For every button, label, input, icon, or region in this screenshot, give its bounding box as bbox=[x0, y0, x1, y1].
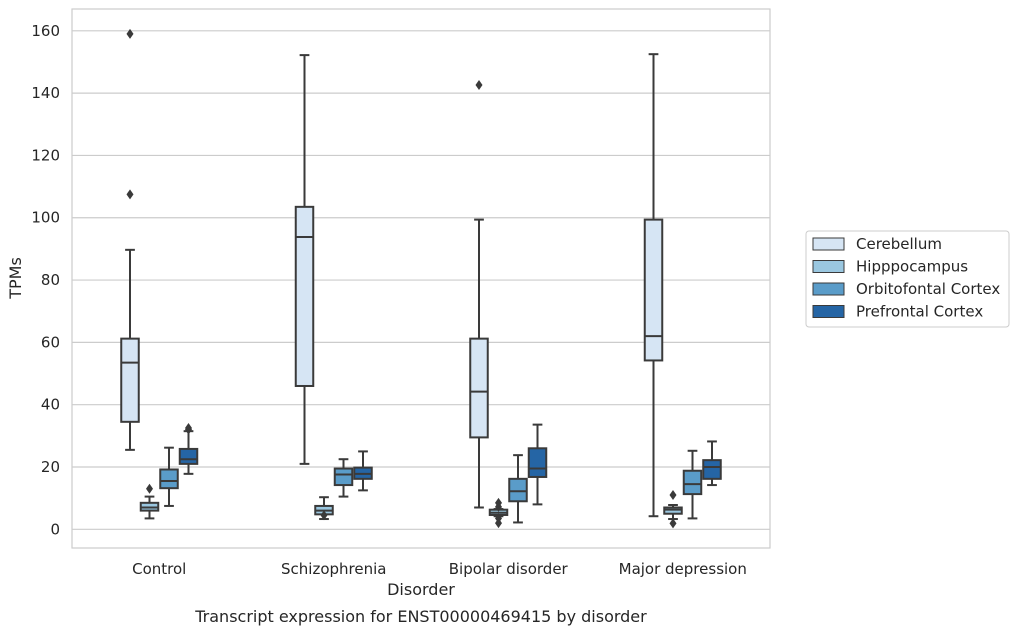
outlier-point bbox=[146, 483, 153, 494]
x-tick-label: Major depression bbox=[619, 560, 747, 578]
box-plot bbox=[702, 440, 722, 487]
y-axis-label: TPMs bbox=[6, 257, 25, 300]
box-plot bbox=[178, 423, 199, 475]
box-plot bbox=[120, 28, 140, 451]
figure-caption: Transcript expression for ENST0000046941… bbox=[194, 607, 647, 626]
box-plot bbox=[508, 454, 528, 524]
box-body bbox=[508, 477, 528, 503]
legend-entry: Prefrontal Cortex bbox=[812, 303, 983, 321]
box-body bbox=[178, 447, 199, 465]
x-tick-label: Bipolar disorder bbox=[449, 560, 569, 578]
box-plot bbox=[643, 53, 664, 518]
legend-label: Prefrontal Cortex bbox=[856, 303, 983, 321]
x-axis-label: Disorder bbox=[387, 580, 455, 599]
legend-swatch bbox=[812, 237, 845, 251]
box-body bbox=[702, 459, 722, 480]
y-tick-label: 60 bbox=[41, 333, 60, 351]
box-plot bbox=[663, 490, 683, 529]
y-tick-label: 160 bbox=[31, 22, 60, 40]
y-tick-label: 20 bbox=[41, 458, 60, 476]
y-tick-label: 140 bbox=[31, 84, 60, 102]
outlier-point bbox=[185, 423, 192, 434]
x-tick-label: Schizophrenia bbox=[281, 560, 386, 578]
y-tick-label: 100 bbox=[31, 209, 60, 227]
legend-entry: Orbitofontal Cortex bbox=[812, 280, 1000, 298]
box-body bbox=[294, 205, 315, 387]
box-plot bbox=[527, 423, 548, 506]
x-tick-label: Control bbox=[132, 560, 186, 578]
y-tick-label: 40 bbox=[41, 396, 60, 414]
outlier-point bbox=[669, 518, 677, 529]
box-plot bbox=[682, 449, 703, 520]
legend-swatch bbox=[812, 282, 845, 296]
legend: Cerebellum Hipppocampus Orbitofontal Corte… bbox=[805, 230, 1010, 328]
y-tick-label: 120 bbox=[31, 146, 60, 164]
y-tick-labels: 0 20 40 60 80 100 120 140 160 bbox=[31, 22, 60, 538]
box-body bbox=[159, 468, 179, 490]
box-plots bbox=[120, 28, 722, 529]
outlier-point bbox=[669, 490, 677, 501]
box-plot bbox=[488, 497, 509, 529]
y-tick-label: 0 bbox=[50, 520, 60, 538]
box-plot bbox=[139, 483, 160, 520]
box-body bbox=[643, 218, 664, 362]
outlier-point bbox=[126, 28, 134, 39]
legend-swatch bbox=[812, 260, 845, 273]
box-body bbox=[682, 469, 703, 496]
legend-label: Hipppocampus bbox=[856, 258, 968, 276]
y-tick-label: 80 bbox=[41, 271, 60, 289]
x-tick-labels: Control Schizophrenia Bipolar disorder Majo… bbox=[132, 560, 747, 578]
legend-frame bbox=[805, 230, 1010, 328]
box-body bbox=[527, 447, 548, 478]
legend-entry: Hipppocampus bbox=[812, 258, 968, 276]
outlier-point bbox=[320, 510, 328, 521]
box-body bbox=[120, 337, 140, 423]
box-plot bbox=[159, 446, 179, 507]
legend-swatch bbox=[812, 305, 845, 318]
box-body bbox=[333, 467, 354, 487]
box-plot bbox=[353, 450, 373, 492]
outlier-point bbox=[495, 497, 502, 508]
box-plot bbox=[314, 496, 334, 521]
outlier-point bbox=[475, 80, 483, 91]
box-plot bbox=[294, 54, 315, 465]
legend-entry: Cerebellum bbox=[812, 235, 942, 253]
legend-label: Cerebellum bbox=[856, 235, 942, 253]
outlier-point bbox=[495, 513, 502, 524]
legend-label: Orbitofontal Cortex bbox=[856, 280, 1000, 298]
outlier-point bbox=[126, 189, 134, 200]
box-body bbox=[469, 337, 489, 439]
box-plot bbox=[469, 80, 489, 509]
box-plot bbox=[333, 458, 354, 498]
